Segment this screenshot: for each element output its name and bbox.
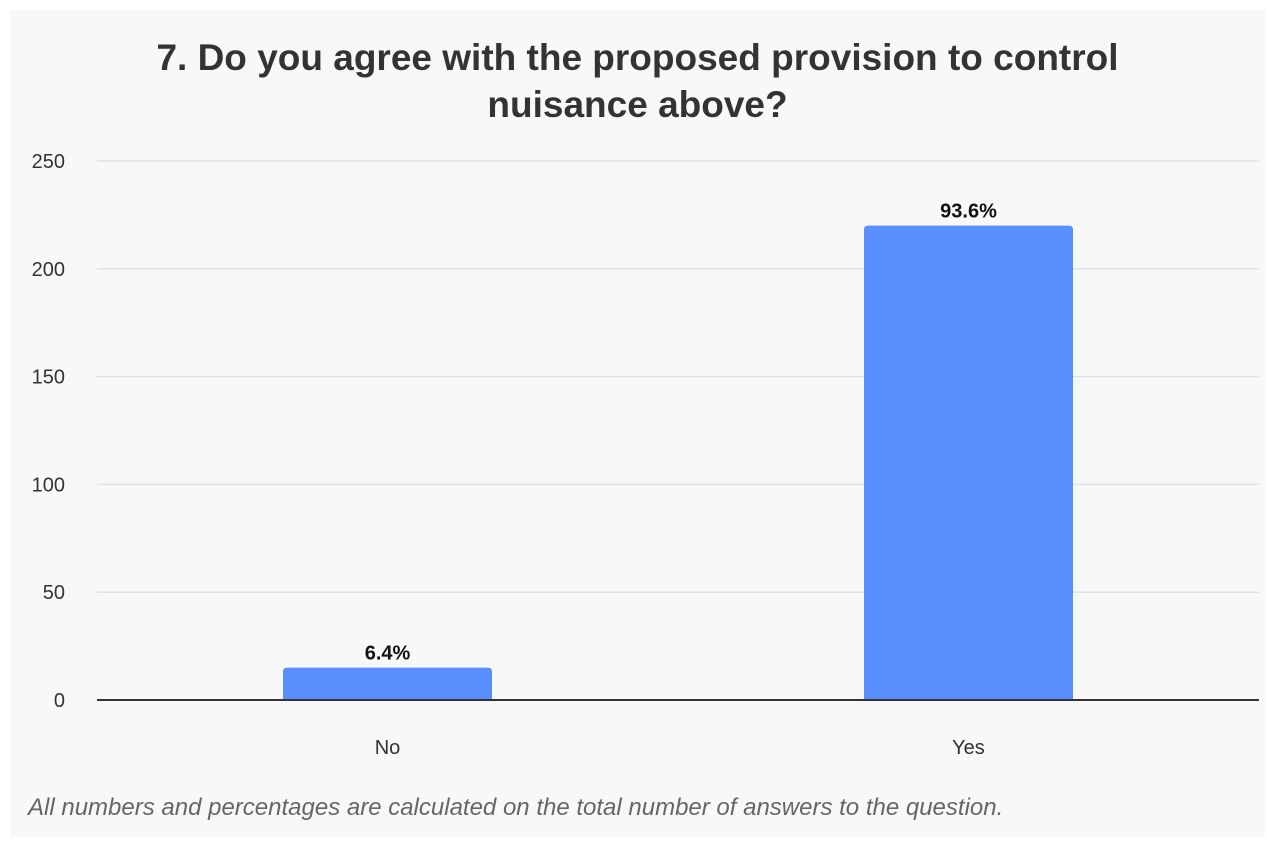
- y-tick-label: 250: [32, 151, 65, 173]
- y-tick-label: 200: [32, 259, 65, 281]
- data-label: 6.4%: [365, 643, 411, 665]
- chart-footnote: All numbers and percentages are calculat…: [28, 794, 1004, 821]
- gridlines: [97, 160, 1259, 593]
- bars: 6.4% 93.6%: [283, 201, 1073, 700]
- data-label: 93.6%: [940, 201, 997, 223]
- y-axis-ticks: 0 50 100 150 200 250: [32, 151, 65, 712]
- chart-title: 7. Do you agree with the proposed provis…: [156, 37, 1119, 125]
- x-axis-labels: No Yes: [375, 737, 985, 759]
- chart-card: 7. Do you agree with the proposed provis…: [10, 10, 1265, 837]
- y-tick-label: 150: [32, 367, 65, 389]
- y-tick-label: 0: [54, 690, 65, 712]
- bar-no: [283, 667, 492, 700]
- y-tick-label: 50: [43, 582, 65, 604]
- y-tick-label: 100: [32, 474, 65, 496]
- bar-yes: [864, 225, 1073, 700]
- x-category-label: Yes: [952, 737, 985, 759]
- x-category-label: No: [375, 737, 401, 759]
- bar-chart: 0 50 100 150 200 250 6.4% 93.6% No Yes: [32, 151, 1259, 759]
